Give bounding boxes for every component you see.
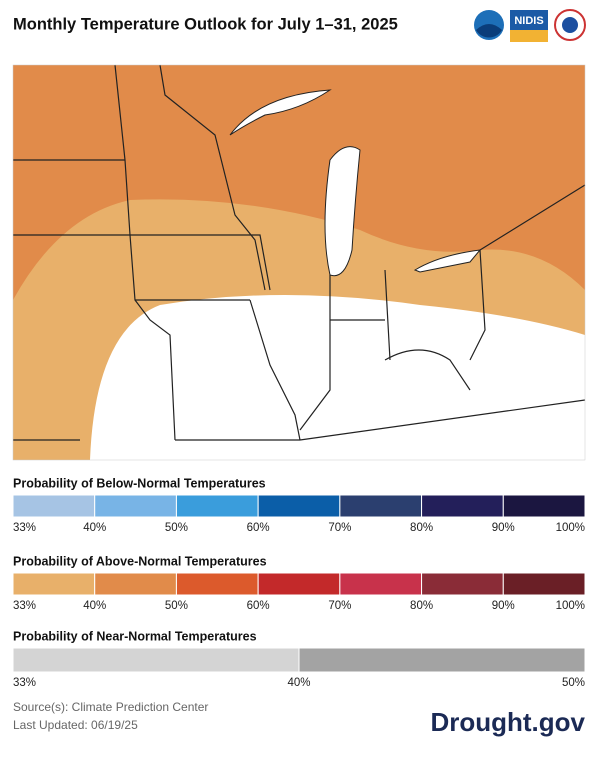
region-white (90, 295, 585, 460)
legend-swatch (12, 572, 96, 596)
legend-tick-label: 90% (492, 600, 515, 612)
legend-tick-label: 50% (562, 677, 585, 689)
legend-tick-label: 80% (410, 522, 433, 534)
legend-tick-label: 33% (13, 522, 36, 534)
legend-tick-label: 100% (556, 522, 585, 534)
nws-center (562, 17, 578, 33)
legend-tick-label: 40% (83, 600, 106, 612)
source: Source(s): Climate Prediction Center (13, 700, 208, 714)
lake-michigan (324, 146, 361, 277)
logos: NIDIS (474, 9, 586, 42)
legend-swatch (257, 494, 341, 518)
legend-swatch (12, 647, 300, 673)
border (159, 64, 266, 291)
legend-tick-label: 80% (410, 600, 433, 612)
title: Monthly Temperature Outlook for July 1–3… (13, 15, 398, 33)
legend-title: Probability of Above-Normal Temperatures (13, 554, 267, 568)
legend-tick-label: 70% (328, 600, 351, 612)
legend-swatch (298, 647, 586, 673)
legend-swatch (94, 494, 177, 518)
map (12, 64, 586, 461)
legend-tick-label: 60% (247, 600, 270, 612)
legend-tick-label: 100% (556, 600, 585, 612)
legend-swatch (421, 494, 504, 518)
legend-title: Probability of Near-Normal Temperatures (13, 629, 257, 643)
legend-swatch (339, 572, 423, 596)
map-frame (12, 64, 586, 461)
legend-tick-label: 60% (247, 522, 270, 534)
brand: Drought.gov (430, 707, 585, 737)
legend-tick-label: 33% (13, 600, 36, 612)
legend-tick-label: 33% (13, 677, 36, 689)
border (13, 184, 586, 441)
region-dark-orange (13, 65, 585, 300)
legends: Probability of Below-Normal Temperatures… (12, 476, 586, 689)
legend-swatch (175, 572, 259, 596)
legend-tick-label: 40% (83, 522, 106, 534)
lake-superior (229, 89, 332, 136)
legend-tick-label: 90% (492, 522, 515, 534)
legend-swatch (502, 572, 586, 596)
legend-swatch (421, 572, 504, 596)
border (299, 269, 391, 431)
legend-swatch (175, 494, 259, 518)
legend-swatch (257, 572, 341, 596)
legend-tick-label: 50% (165, 600, 188, 612)
lake-erie (413, 249, 482, 273)
legend-tick-label: 40% (287, 677, 310, 689)
border (13, 159, 271, 301)
legend-swatch (94, 572, 177, 596)
legend-swatch (339, 494, 423, 518)
legend-tick-label: 70% (328, 522, 351, 534)
legend-tick-label: 50% (165, 522, 188, 534)
border (175, 299, 301, 441)
legend-swatch (12, 494, 96, 518)
state-borders (13, 64, 586, 441)
noaa-wave (476, 24, 502, 38)
nidis-text: NIDIS (514, 15, 543, 27)
legend-title: Probability of Below-Normal Temperatures (13, 476, 266, 490)
legend-swatch (502, 494, 586, 518)
nidis-stripe (510, 30, 548, 42)
updated: Last Updated: 06/19/25 (13, 718, 138, 732)
border (384, 249, 486, 391)
